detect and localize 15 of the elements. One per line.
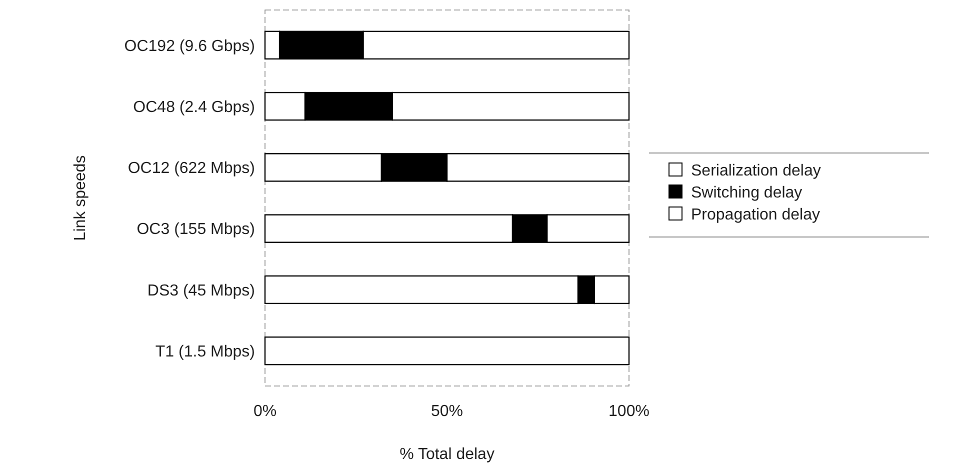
x-tick-label: 100% bbox=[608, 403, 650, 420]
legend-label: Serialization delay bbox=[691, 162, 821, 180]
y-tick-label: OC48 (2.4 Gbps) bbox=[133, 98, 255, 116]
legend-label: Switching delay bbox=[691, 184, 802, 202]
bar bbox=[264, 336, 630, 366]
x-tick-label: 0% bbox=[253, 403, 277, 420]
y-tick-label: OC12 (622 Mbps) bbox=[128, 160, 255, 178]
y-tick-label: T1 (1.5 Mbps) bbox=[155, 343, 255, 360]
legend-label: Propagation delay bbox=[691, 206, 820, 224]
y-axis-title: Link speeds bbox=[72, 155, 89, 241]
y-tick-label: OC192 (9.6 Gbps) bbox=[124, 38, 255, 55]
y-tick-label: OC3 (155 Mbps) bbox=[136, 221, 255, 238]
x-tick-label: 50% bbox=[430, 403, 464, 420]
x-axis-title: % Total delay bbox=[400, 446, 494, 463]
y-tick-label: DS3 (45 Mbps) bbox=[147, 282, 255, 300]
